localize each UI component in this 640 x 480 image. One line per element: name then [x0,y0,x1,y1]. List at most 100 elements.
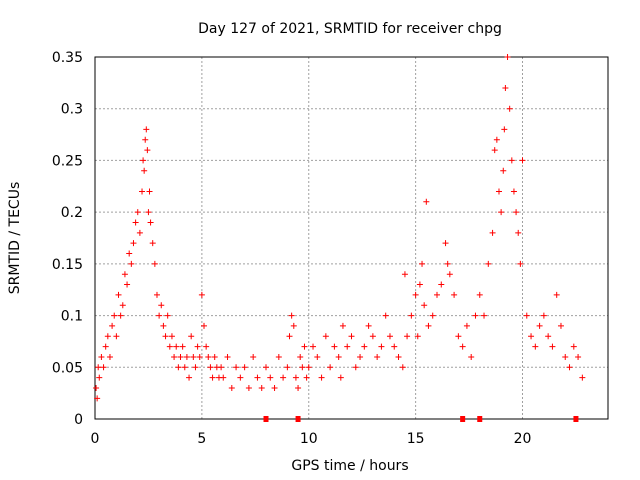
data-point [455,333,462,340]
y-tick-label: 0.3 [61,102,83,118]
data-point [513,209,520,216]
data-point [438,281,445,288]
data-point [517,260,524,267]
data-point [146,188,153,195]
data-point [322,333,329,340]
data-point [303,374,310,381]
data-point [145,209,152,216]
data-point [224,353,231,360]
data-point [549,343,556,350]
data-point [203,343,210,350]
data-point [102,343,109,350]
data-point [335,353,342,360]
data-point [299,364,306,371]
data-point [575,353,582,360]
data-point [570,343,577,350]
data-point [233,364,240,371]
data-point [414,333,421,340]
data-point [434,291,440,298]
data-point [143,126,150,133]
data-point [271,384,278,391]
data-point [183,353,190,360]
data-point [275,353,282,360]
data-point [141,167,148,174]
y-tick-label: 0 [74,412,83,428]
data-point [501,126,508,133]
data-point [318,374,325,381]
data-point [472,312,479,319]
data-point [237,374,244,381]
y-tick-label: 0.05 [52,360,83,376]
data-point [250,353,257,360]
y-tick-label: 0.35 [52,50,83,66]
data-point [468,353,475,360]
data-point [425,322,432,329]
data-point [401,271,408,278]
data-point [510,188,517,195]
y-tick-label: 0.2 [61,205,83,221]
data-point [201,322,208,329]
data-point [267,374,274,381]
data-point [140,157,147,164]
data-point [280,374,287,381]
data-point [160,322,167,329]
data-point [177,353,184,360]
data-point [493,136,500,143]
x-tick-label: 10 [300,431,318,447]
data-point [337,374,344,381]
data-point [115,291,122,298]
data-point [290,322,297,329]
data-point [476,291,483,298]
data-point [579,374,586,381]
data-gap-marker [477,416,483,422]
data-point [186,374,193,381]
data-point [395,353,402,360]
data-point [190,353,197,360]
gap-markers [263,416,579,422]
data-point [382,312,389,319]
data-point [209,374,216,381]
data-point [557,322,564,329]
data-gap-marker [460,416,466,422]
data-point [562,353,569,360]
data-point [365,322,372,329]
data-point [205,353,212,360]
data-point [404,333,411,340]
data-point [98,353,105,360]
data-point [258,384,265,391]
data-point [361,343,368,350]
data-point [374,353,381,360]
data-point [344,343,351,350]
data-point [198,291,205,298]
data-point [194,343,201,350]
plot-frame [94,56,609,420]
data-point [211,353,218,360]
data-point [241,364,248,371]
x-tick-label: 20 [514,431,532,447]
data-point [151,260,158,267]
data-point [181,364,188,371]
data-point [481,312,488,319]
data-point [132,219,139,226]
data-point [502,85,509,92]
data-point [117,312,124,319]
data-point [126,250,133,257]
data-point [429,312,436,319]
data-point [408,312,415,319]
data-point [106,353,113,360]
data-point [192,364,199,371]
data-point [158,302,165,309]
data-point [263,364,269,371]
data-point [485,260,492,267]
data-point [119,302,126,309]
data-point [144,147,151,154]
y-tick-label: 0.1 [61,309,83,325]
data-point [295,384,302,391]
data-point [491,147,498,154]
data-point [310,343,317,350]
data-point [532,343,539,350]
data-point [147,219,154,226]
data-point [506,105,513,112]
data-point [288,312,295,319]
